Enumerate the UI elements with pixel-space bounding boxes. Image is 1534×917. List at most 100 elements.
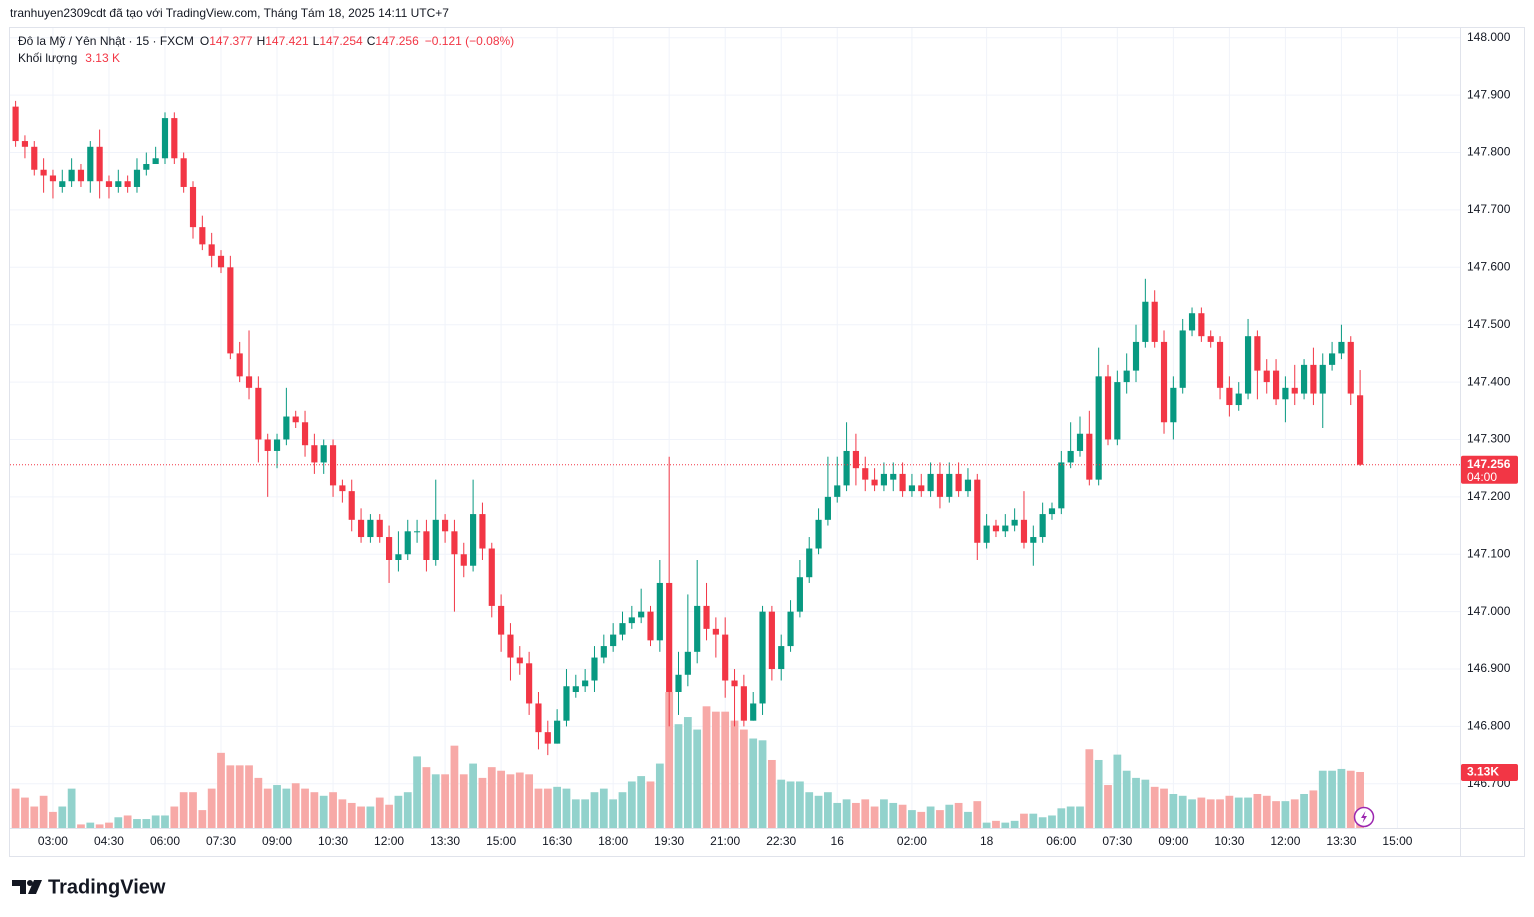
attribution: tranhuyen2309cdt đã tạo với TradingView.… — [10, 6, 449, 20]
volume-bar — [749, 738, 758, 828]
candle-body — [1132, 341, 1140, 371]
volume-bar — [665, 691, 674, 828]
volume-bar — [245, 765, 253, 828]
candle-body — [936, 473, 944, 497]
candle-body — [731, 680, 738, 687]
candle-body — [479, 514, 486, 549]
candle-body — [591, 657, 598, 681]
volume-bar — [609, 799, 618, 828]
candle-body — [1226, 387, 1233, 406]
volume-bar — [487, 767, 496, 828]
x-tick-label: 04:30 — [94, 834, 124, 848]
volume-bar — [1253, 793, 1262, 828]
candle-body — [1039, 514, 1046, 538]
legend-item: L — [313, 34, 320, 48]
volume-bar — [571, 799, 580, 828]
legend-item: Khối lượng — [18, 51, 77, 65]
volume-bar — [1178, 795, 1187, 828]
candle-body — [1020, 519, 1028, 543]
volume-bar — [1066, 806, 1075, 828]
candle-body — [87, 146, 94, 182]
volume-bar — [945, 804, 954, 828]
candle-body — [1291, 387, 1298, 394]
candle-body — [572, 686, 579, 692]
volume-bar — [207, 788, 216, 828]
volume-bar — [1290, 799, 1299, 828]
volume-bar — [161, 815, 169, 828]
x-tick-label: 19:30 — [654, 834, 684, 848]
candle-body — [908, 485, 916, 492]
volume-bar — [553, 786, 562, 828]
candle-body — [778, 646, 785, 670]
candle-body — [1244, 336, 1252, 394]
legend-item: 3.13 K — [85, 51, 120, 65]
candle-body — [301, 422, 309, 446]
legend: Đô la Mỹ / Yên Nhật · 15 · FXCM O147.377 H… — [18, 34, 514, 65]
volume-bar — [599, 788, 608, 828]
candle-body — [852, 450, 859, 469]
volume-bar — [357, 806, 365, 828]
x-tick-label: 21:00 — [710, 834, 740, 848]
candle-body — [105, 181, 113, 187]
x-tick-label: 22:30 — [766, 834, 796, 848]
candle-body — [722, 634, 729, 681]
volume-bar — [11, 788, 20, 828]
volume-bar — [534, 788, 543, 828]
volume-bar — [469, 763, 477, 828]
candle-body — [787, 611, 794, 647]
volume-bar — [562, 788, 571, 828]
volume-bar — [105, 822, 113, 828]
volume-bar — [198, 810, 207, 828]
candle-body — [992, 525, 1000, 532]
volume-bar — [95, 824, 104, 828]
volume-bar — [1094, 759, 1103, 828]
candle-body — [983, 525, 990, 543]
legend-item: 147.377 — [209, 34, 253, 48]
volume-bar — [1010, 820, 1019, 828]
candle-body — [544, 732, 551, 744]
alert-icon[interactable] — [1353, 806, 1375, 828]
volume-bar — [1076, 806, 1084, 828]
candle-body — [703, 605, 710, 629]
candle-body — [357, 519, 365, 538]
candle-body — [96, 146, 103, 182]
volume-bar — [525, 774, 534, 828]
volume-bar — [618, 792, 627, 828]
legend-item: O — [200, 34, 209, 48]
volume-bar — [1346, 770, 1355, 828]
x-tick-label: 10:30 — [1214, 834, 1244, 848]
volume-bar — [1206, 799, 1215, 828]
x-tick-label: 13:30 — [430, 834, 460, 848]
y-tick-label: 146.800 — [1467, 719, 1511, 733]
candle-body — [329, 445, 337, 486]
y-tick-label: 147.100 — [1467, 546, 1511, 560]
volume-bar — [1057, 808, 1066, 828]
volume-bar — [394, 795, 403, 828]
volume-bar — [235, 765, 244, 828]
volume-bar — [385, 804, 393, 828]
candle-body — [554, 720, 561, 744]
volume-bar — [852, 802, 860, 828]
candle-body — [367, 519, 374, 538]
candle-body — [1076, 433, 1084, 451]
candle-body — [1104, 376, 1112, 440]
candle-body — [498, 605, 505, 635]
volume-bar — [30, 806, 39, 828]
candle-body — [12, 106, 19, 142]
candle-body — [1272, 370, 1280, 400]
volume-bar — [1141, 779, 1150, 828]
candle-body — [1329, 353, 1336, 365]
volume-bar — [1262, 795, 1271, 828]
candle-body — [171, 118, 178, 159]
candle-body — [1216, 341, 1224, 388]
countdown: 04:00 — [1467, 470, 1497, 484]
candle-body — [423, 531, 430, 560]
volume-bar — [1029, 813, 1038, 828]
volume-bar — [1020, 813, 1028, 828]
candle-body — [1300, 364, 1308, 394]
volume-bar — [805, 792, 814, 828]
volume-bar — [329, 792, 337, 828]
volume-bar — [796, 781, 804, 828]
candle-body — [955, 473, 962, 492]
